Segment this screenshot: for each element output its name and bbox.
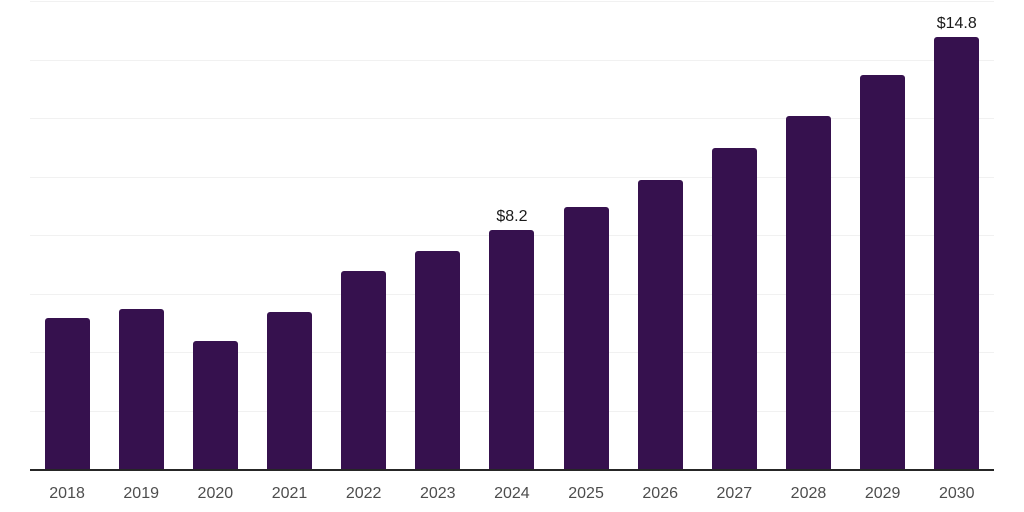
x-tick-2022: 2022 [345,485,382,502]
bar-2025 [563,206,609,470]
x-axis-line [30,469,994,471]
gridline-16 [30,1,994,2]
gridline-10 [30,176,994,178]
gridline-12 [30,118,994,119]
bar-2020 [192,341,238,470]
bar-2024: $8.2 [489,209,535,470]
data-label-2024: $8.2 [496,208,528,226]
bar-2026 [637,180,683,470]
bar-2029 [860,75,906,470]
plot-area: $8.2 $14.8 [30,1,994,470]
bars-row: $8.2 $14.8 [30,2,994,470]
x-tick-2021: 2021 [271,485,308,502]
x-tick-2024: 2024 [494,485,530,502]
bar-2027 [711,148,757,470]
x-tick-2030: 2030 [938,485,975,502]
x-tick-2019: 2019 [123,485,159,502]
bar-2022 [341,271,387,470]
bar-2018 [44,317,90,470]
bar-2030: $14.8 [934,16,980,470]
x-tick-2025: 2025 [568,485,604,502]
x-tick-2028: 2028 [790,485,827,502]
x-tick-2029: 2029 [864,485,901,502]
x-tick-2026: 2026 [642,485,678,502]
x-tick-2023: 2023 [419,485,456,502]
data-label-2030: $14.8 [936,15,977,33]
x-axis-tick-labels: 2018 2019 2020 2021 2022 2023 2024 2025 2026 2027… [30,484,994,503]
gridline-14 [30,59,994,61]
x-tick-2020: 2020 [197,485,234,502]
bar-2028 [785,116,831,470]
bar-2019 [118,309,164,470]
x-tick-2018: 2018 [49,485,85,502]
x-tick-2027: 2027 [716,485,753,502]
bar-2021 [266,312,312,470]
bar-2023 [415,250,461,470]
